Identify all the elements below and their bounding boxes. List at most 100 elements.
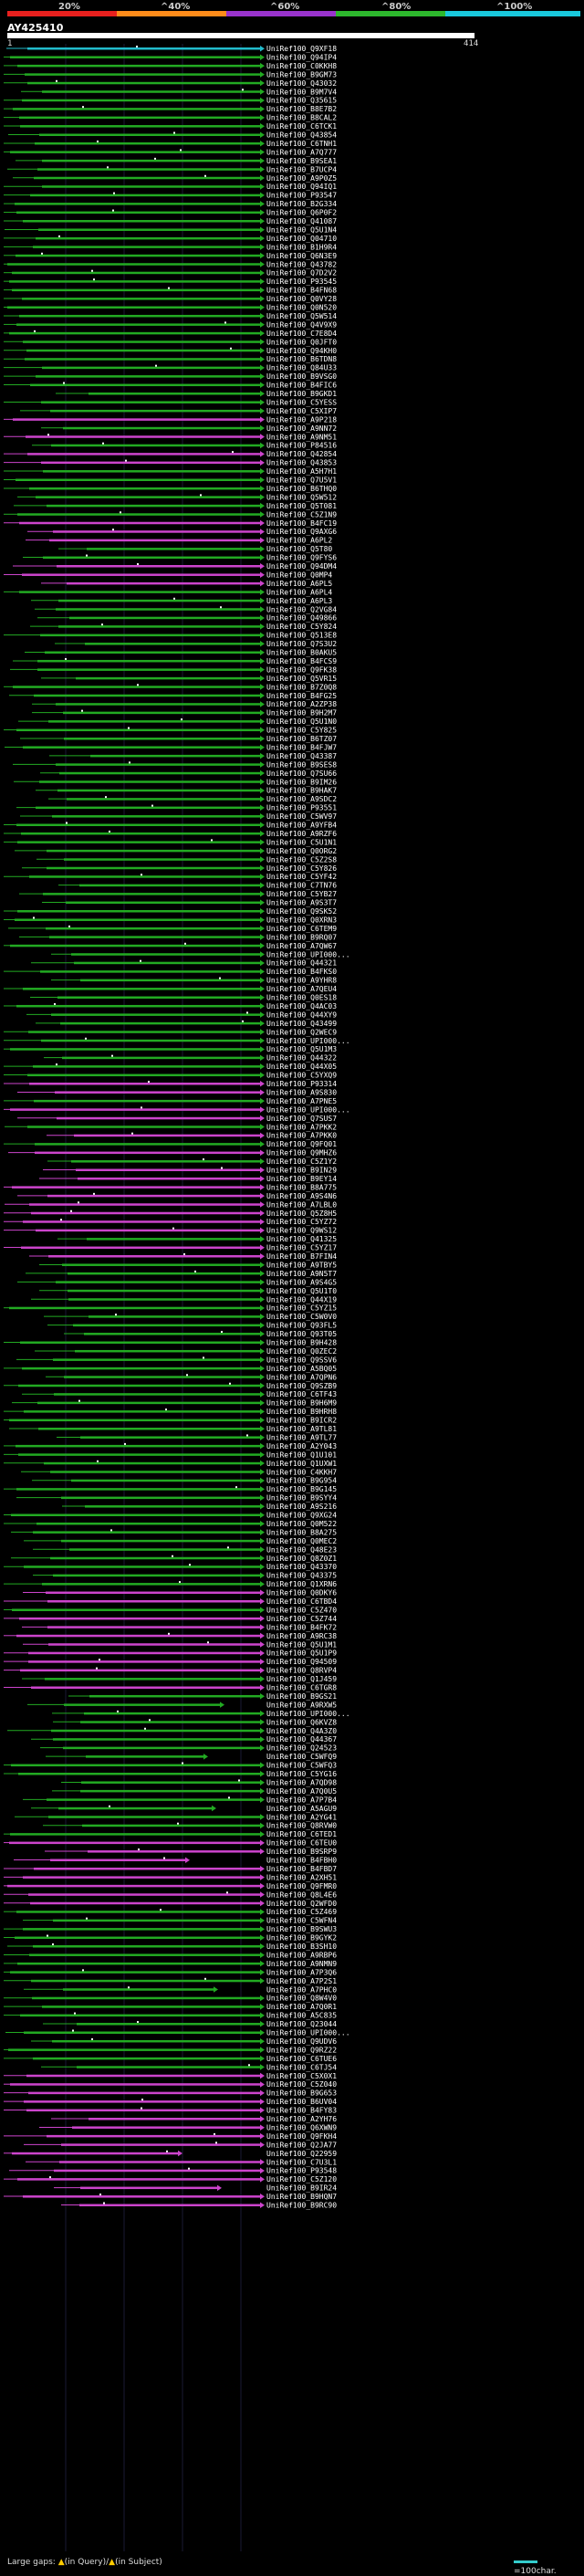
hit-row[interactable]: UniRef100_C5Z1Y2 [47, 1157, 337, 1166]
hit-row[interactable]: UniRef100_A9RBP6 [4, 1951, 337, 1959]
hit-row[interactable]: UniRef100_B8A775 [4, 1183, 337, 1191]
hit-row[interactable]: UniRef100_C5WFN4 [23, 1917, 337, 1925]
hit-row[interactable]: UniRef100_Q44367 [31, 1735, 337, 1744]
hit-row[interactable]: UniRef100_Q7U5V1 [4, 476, 337, 485]
hit-row[interactable]: UniRef100_Q93T05 [64, 1330, 337, 1338]
hit-row[interactable]: UniRef100_Q23044 [43, 2020, 337, 2028]
hit-row[interactable]: UniRef100_Q9FKH4 [4, 2132, 337, 2141]
hit-row[interactable]: UniRef100_Q0DKY6 [23, 1589, 337, 1597]
hit-row[interactable]: UniRef100_A6PL3 [31, 597, 332, 605]
hit-row[interactable]: UniRef100_P93314 [4, 1080, 337, 1088]
hit-row[interactable]: UniRef100_C5Z744 [4, 1615, 337, 1623]
hit-row[interactable]: UniRef100_C7U3L1 [26, 2158, 337, 2166]
hit-row[interactable]: UniRef100_Q6XWN9 [39, 2123, 337, 2131]
hit-row[interactable]: UniRef100_A9TL81 [9, 1425, 337, 1433]
hit-row[interactable]: UniRef100_Q7SUS7 [17, 1115, 337, 1123]
hit-row[interactable]: UniRef100_B4FIC6 [4, 382, 337, 390]
hit-row[interactable]: UniRef100_A2XH51 [4, 1873, 337, 1881]
hit-row[interactable]: UniRef100_C5YG16 [4, 1770, 337, 1778]
hit-row[interactable]: UniRef100_C5Z469 [4, 1908, 337, 1916]
hit-row[interactable]: UniRef100_A7P2S1 [4, 1977, 337, 1985]
hit-row[interactable]: UniRef100_B6THQ0 [4, 485, 337, 493]
hit-row[interactable]: UniRef100_Q35615 [4, 97, 337, 105]
hit-row[interactable]: UniRef100_A9P218 [4, 415, 337, 424]
hit-row[interactable]: UniRef100_B9G954 [32, 1477, 337, 1485]
hit-row[interactable]: UniRef100_Q43782 [4, 260, 337, 268]
hit-row[interactable]: UniRef100_C5U1N1 [4, 838, 337, 846]
hit-row[interactable]: UniRef100_Q43375 [33, 1572, 337, 1580]
hit-row[interactable]: UniRef100_Q0MEC2 [24, 1537, 337, 1545]
hit-row[interactable]: UniRef100_Q44322 [44, 1054, 337, 1063]
hit-row[interactable]: UniRef100_Q9FK38 [10, 665, 337, 674]
hit-row[interactable]: UniRef100_A7QEU4 [4, 985, 337, 993]
hit-row[interactable]: UniRef100_Q9SK52 [4, 907, 337, 916]
hit-row[interactable]: UniRef100_B9IN29 [43, 1167, 337, 1175]
hit-row[interactable]: UniRef100_Q2WEC9 [4, 1028, 337, 1036]
hit-row[interactable]: UniRef100_Q24523 [40, 1744, 337, 1753]
hit-row[interactable]: UniRef100_C5Y825 [4, 727, 337, 735]
hit-row[interactable]: UniRef100_B9G653 [4, 2089, 337, 2098]
hit-row[interactable]: UniRef100_B9H2M7 [32, 709, 337, 717]
hit-row[interactable]: UniRef100_Q94IQ1 [4, 183, 337, 191]
hit-row[interactable]: UniRef100_A5BQ05 [4, 1365, 337, 1373]
hit-row[interactable]: UniRef100_C6TEM9 [8, 925, 337, 933]
hit-row[interactable]: UniRef100_Q9SSV6 [16, 1356, 337, 1364]
hit-row[interactable]: UniRef100_B4FC19 [4, 519, 337, 528]
hit-row[interactable]: UniRef100_C6TUE6 [4, 2055, 337, 2063]
hit-row[interactable]: UniRef100_A5H7H1 [4, 467, 337, 476]
hit-row[interactable]: UniRef100_P84516 [32, 442, 337, 450]
hit-row[interactable]: UniRef100_C6TBD4 [4, 1597, 337, 1606]
hit-row[interactable]: UniRef100_A7QW67 [4, 942, 337, 950]
hit-row[interactable]: UniRef100_B6UV04 [4, 2098, 337, 2106]
hit-row[interactable]: UniRef100_A6PL2 [26, 537, 332, 545]
hit-row[interactable]: UniRef100_A9S830 [17, 1088, 337, 1096]
hit-row[interactable]: UniRef100_A2YG41 [15, 1813, 337, 1821]
hit-row[interactable]: UniRef100_C5Z120 [4, 2175, 337, 2183]
hit-row[interactable]: UniRef100_Q94509 [4, 1658, 337, 1666]
hit-row[interactable]: UniRef100_UPI000... [5, 2029, 350, 2037]
hit-row[interactable]: UniRef100_Q5T80 [58, 545, 332, 553]
hit-row[interactable]: UniRef100_Q8RVW0 [43, 1822, 337, 1830]
hit-row[interactable]: UniRef100_B9IR24 [54, 2184, 337, 2193]
hit-row[interactable]: UniRef100_B6TZ07 [20, 735, 337, 743]
hit-row[interactable]: UniRef100_Q9WS12 [4, 1227, 337, 1235]
hit-row[interactable]: UniRef100_Q94IP4 [4, 53, 337, 61]
hit-row[interactable]: UniRef100_B2G334 [4, 200, 337, 208]
hit-row[interactable]: UniRef100_A7QPN6 [46, 1373, 337, 1381]
hit-row[interactable]: UniRef100_P93551 [16, 804, 337, 812]
hit-row[interactable]: UniRef100_Q5U1M3 [4, 1045, 337, 1053]
hit-row[interactable]: UniRef100_C5YZ17 [4, 1244, 337, 1252]
hit-row[interactable]: UniRef100_Q0N520 [4, 304, 337, 312]
hit-row[interactable]: UniRef100_Q5U1P9 [4, 1649, 337, 1658]
hit-row[interactable]: UniRef100_B9SRP9 [45, 1848, 337, 1856]
hit-row[interactable]: UniRef100_Q9FMR0 [4, 1882, 337, 1890]
hit-row[interactable]: UniRef100_B9GKD1 [56, 390, 337, 398]
hit-row[interactable]: UniRef100_B4FN68 [4, 287, 337, 295]
hit-row[interactable]: UniRef100_Q5U1M1 [23, 1640, 337, 1649]
hit-row[interactable]: UniRef100_A9N5T7 [26, 1270, 337, 1278]
hit-row[interactable]: UniRef100_B9RC90 [61, 2202, 337, 2210]
hit-row[interactable]: UniRef100_A9S216 [62, 1503, 337, 1511]
hit-row[interactable]: UniRef100_A7Q0U5 [52, 1787, 337, 1796]
hit-row[interactable]: UniRef100_C5Y824 [30, 623, 337, 631]
hit-row[interactable]: UniRef100_A9RC38 [4, 1632, 337, 1640]
hit-row[interactable]: UniRef100_Q0MP4 [4, 571, 332, 579]
hit-row[interactable]: UniRef100_B9SWU3 [4, 1925, 337, 1933]
hit-row[interactable]: UniRef100_Q9FQ01 [4, 1140, 337, 1148]
hit-row[interactable]: UniRef100_Q7SU66 [40, 770, 337, 778]
hit-row[interactable]: UniRef100_Q9AXG6 [27, 528, 337, 536]
hit-row[interactable]: UniRef100_Q9SZB9 [4, 1382, 337, 1390]
hit-row[interactable]: UniRef100_Q43387 [49, 752, 337, 760]
hit-row[interactable]: UniRef100_C6TEU0 [4, 1839, 337, 1848]
hit-row[interactable]: UniRef100_Q44X19 [31, 1295, 337, 1304]
hit-row[interactable]: UniRef100_A7PNE5 [4, 1097, 337, 1105]
hit-row[interactable]: UniRef100_Q9XF18 [6, 45, 337, 53]
hit-row[interactable]: UniRef100_B9SEA1 [16, 157, 337, 165]
hit-row[interactable]: UniRef100_B4FCS9 [13, 657, 337, 665]
hit-row[interactable]: UniRef100_Q9XG24 [4, 1512, 337, 1520]
hit-row[interactable]: UniRef100_C5WV97 [20, 812, 337, 821]
hit-row[interactable]: UniRef100_B9G145 [4, 1485, 337, 1493]
hit-row[interactable]: UniRef100_C5Z2S8 [36, 855, 337, 864]
hit-row[interactable]: UniRef100_Q6KVZ8 [53, 1718, 337, 1726]
hit-row[interactable]: UniRef100_B8CAL2 [4, 114, 337, 122]
